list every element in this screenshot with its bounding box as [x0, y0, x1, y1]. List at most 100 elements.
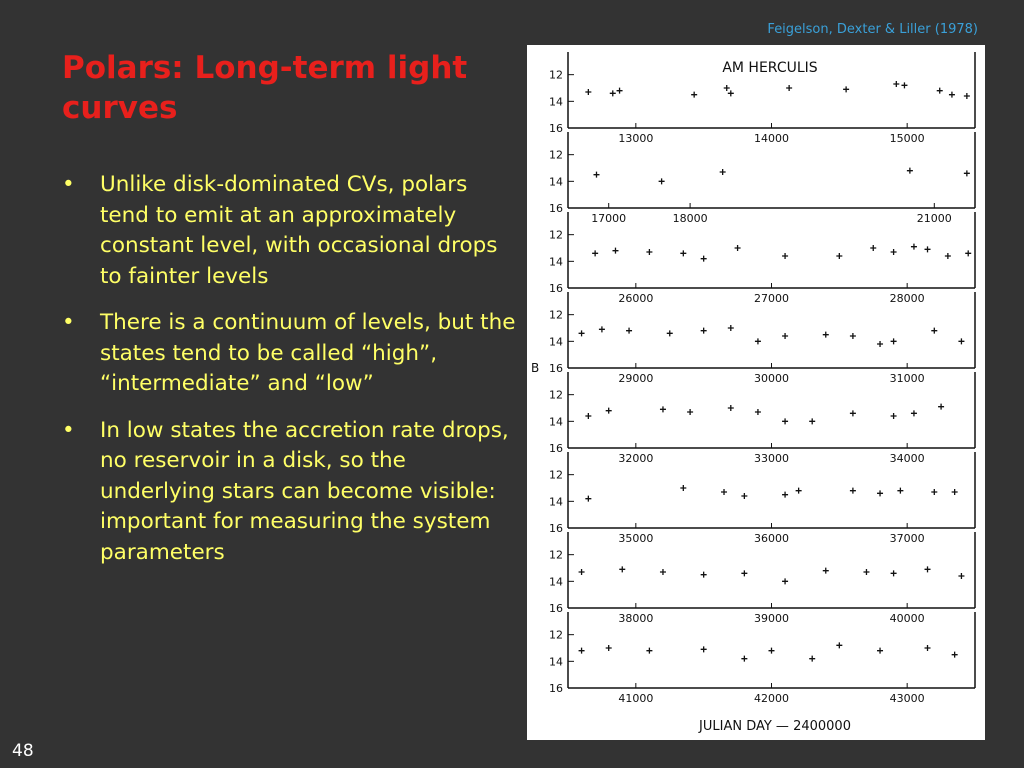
data-point	[906, 167, 913, 174]
x-tick-label: 37000	[890, 532, 925, 545]
data-point	[768, 647, 775, 654]
data-point	[951, 489, 958, 495]
y-tick-label: 12	[549, 389, 563, 402]
data-point	[721, 489, 728, 495]
data-point	[578, 569, 585, 575]
data-point	[723, 85, 730, 91]
x-tick-label: 36000	[754, 532, 789, 545]
data-point	[578, 647, 585, 654]
data-point	[680, 485, 687, 491]
y-tick-label: 14	[549, 175, 563, 188]
data-point	[890, 570, 897, 577]
data-point	[741, 655, 748, 662]
data-point	[727, 90, 734, 97]
x-tick-label: 39000	[754, 612, 789, 625]
y-tick-label: 12	[549, 69, 563, 82]
y-tick-label: 14	[549, 335, 563, 348]
y-tick-label: 16	[549, 282, 563, 295]
y-tick-label: 14	[549, 95, 563, 108]
y-tick-label: 12	[549, 549, 563, 562]
data-point	[897, 487, 904, 494]
y-tick-label: 14	[549, 255, 563, 268]
data-point	[687, 409, 694, 415]
data-point	[924, 566, 931, 573]
x-tick-label: 14000	[754, 132, 789, 145]
data-point	[931, 327, 938, 334]
y-tick-label: 12	[549, 229, 563, 242]
data-point	[700, 255, 707, 262]
y-tick-label: 16	[549, 442, 563, 455]
data-point	[849, 487, 856, 494]
x-tick-label: 17000	[591, 212, 626, 225]
bullet: In low states the accretion rate drops, …	[62, 416, 517, 569]
data-point	[592, 250, 599, 257]
data-point	[910, 410, 917, 417]
data-point	[836, 642, 843, 649]
data-point	[843, 86, 850, 93]
data-point	[870, 245, 877, 251]
data-point	[877, 647, 884, 654]
data-point	[578, 330, 585, 337]
data-point	[666, 330, 673, 337]
x-tick-label: 41000	[618, 692, 653, 705]
data-point	[700, 571, 707, 578]
data-point	[754, 409, 761, 415]
data-point	[612, 247, 619, 254]
bullet: There is a continuum of levels, but the …	[62, 308, 517, 400]
data-point	[691, 91, 698, 98]
y-tick-label: 14	[549, 655, 563, 668]
bullet: Unlike disk-dominated CVs, polars tend t…	[62, 170, 517, 292]
page-number: 48	[12, 741, 34, 761]
y-tick-label: 16	[549, 122, 563, 135]
y-axis-label: B	[531, 361, 539, 375]
data-point	[786, 85, 793, 91]
data-point	[646, 249, 653, 255]
data-point	[782, 491, 789, 498]
data-point	[963, 170, 970, 177]
data-point	[836, 253, 843, 259]
data-point	[877, 490, 884, 497]
x-tick-label: 18000	[673, 212, 708, 225]
data-point	[719, 169, 726, 175]
data-point	[659, 569, 666, 575]
data-point	[924, 246, 931, 253]
slide-title: Polars: Long-term light curves	[62, 50, 468, 126]
y-tick-label: 14	[549, 495, 563, 508]
bullet-list: Unlike disk-dominated CVs, polars tend t…	[62, 170, 517, 584]
data-point	[963, 93, 970, 99]
data-point	[782, 578, 789, 585]
data-point	[659, 406, 666, 413]
y-tick-label: 12	[549, 469, 563, 482]
data-point	[890, 249, 897, 255]
data-point	[741, 493, 748, 499]
x-tick-label: 28000	[890, 292, 925, 305]
data-point	[809, 655, 816, 662]
x-tick-label: 34000	[890, 452, 925, 465]
x-axis-label: JULIAN DAY — 2400000	[698, 719, 851, 734]
data-point	[863, 569, 870, 575]
x-tick-label: 13000	[618, 132, 653, 145]
x-tick-label: 29000	[618, 372, 653, 385]
data-point	[822, 567, 829, 574]
data-point	[893, 81, 900, 87]
y-tick-label: 12	[549, 309, 563, 322]
x-tick-label: 21000	[917, 212, 952, 225]
data-point	[822, 331, 829, 338]
x-tick-label: 40000	[890, 612, 925, 625]
y-tick-label: 12	[549, 629, 563, 642]
x-tick-label: 15000	[890, 132, 925, 145]
data-point	[849, 333, 856, 339]
data-point	[741, 570, 748, 577]
x-tick-label: 30000	[754, 372, 789, 385]
data-point	[616, 87, 623, 94]
x-tick-label: 31000	[890, 372, 925, 385]
y-tick-label: 12	[549, 149, 563, 162]
data-point	[585, 495, 592, 502]
data-point	[646, 647, 653, 654]
data-point	[754, 338, 761, 345]
data-point	[890, 338, 897, 345]
data-point	[605, 407, 612, 414]
x-tick-label: 43000	[890, 692, 925, 705]
x-tick-label: 35000	[618, 532, 653, 545]
